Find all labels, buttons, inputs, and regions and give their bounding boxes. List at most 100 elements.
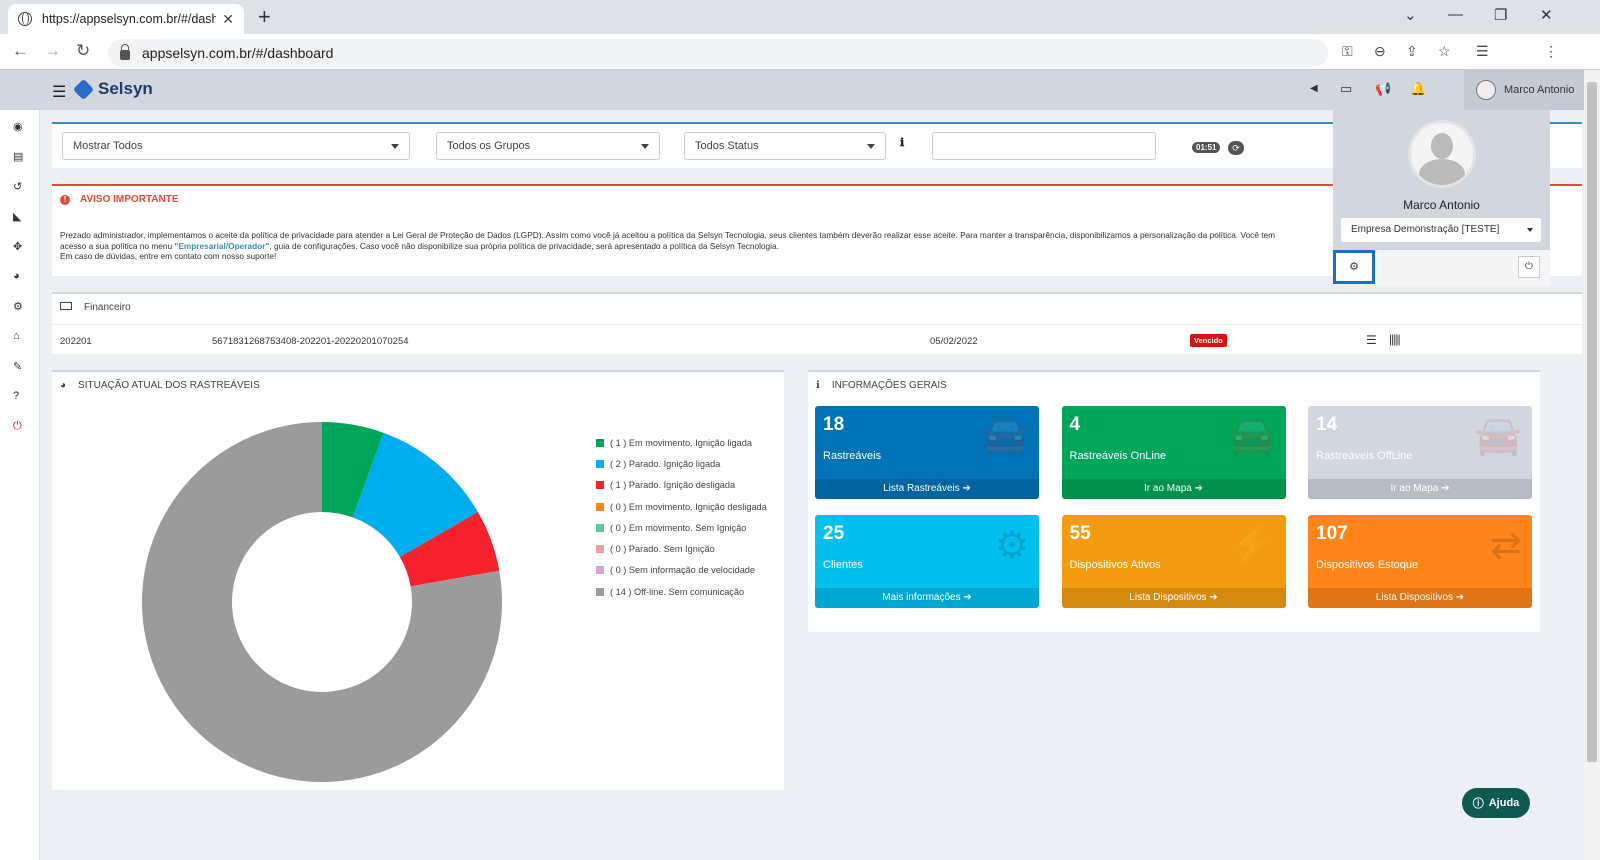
card-footer-link[interactable]: Lista Dispositivos ➔ — [1308, 588, 1532, 608]
search-input[interactable] — [932, 132, 1156, 160]
refresh-icon[interactable]: ⟳ — [1228, 141, 1244, 155]
reading-list-icon[interactable]: ☰ — [1476, 43, 1489, 59]
crosshair-icon[interactable]: ✥ — [13, 241, 23, 253]
minimize-button[interactable]: — — [1448, 6, 1463, 23]
card-footer-link[interactable]: Lista Dispositivos ➔ — [1061, 588, 1286, 608]
menu-dots-icon[interactable]: ⋮ — [1544, 43, 1558, 59]
power-icon[interactable]: ⏻ — [13, 420, 22, 432]
pie-chart-icon[interactable]: ◕ — [13, 270, 20, 282]
financial-title: Financeiro — [84, 302, 131, 313]
history-icon[interactable]: ↺ — [13, 181, 23, 193]
close-tab-icon[interactable]: ✕ — [222, 10, 234, 27]
bell-icon[interactable]: 🔔 — [1410, 81, 1427, 96]
list-icon[interactable]: ☰ — [1366, 333, 1377, 347]
notice-menu-link[interactable]: "Empresarial/Operador" — [174, 240, 270, 251]
legend-item[interactable]: ( 14 ) Off-line. Sem comunicação — [596, 581, 767, 602]
brand-logo[interactable]: Selsyn — [72, 78, 153, 100]
legend-item[interactable]: ( 0 ) Parado. Sem Ignição — [596, 538, 767, 559]
map-icon[interactable]: ▤ — [13, 151, 24, 163]
legend-item[interactable]: ( 1 ) Em movimento. Ignição ligada — [596, 432, 767, 453]
info-box: ℹ INFORMAÇÕES GERAIS 🚘 18 Rastreáveis Lista … — [808, 370, 1540, 632]
back-button[interactable]: ← — [12, 41, 29, 60]
new-tab-button[interactable]: + — [258, 4, 271, 29]
key-icon[interactable]: ⚿ — [1342, 43, 1353, 59]
megaphone-icon[interactable]: 📢 — [1375, 81, 1392, 96]
user-menu-button[interactable]: Marco Antonio — [1464, 70, 1584, 110]
wrench-icon[interactable]: ✎ — [13, 361, 23, 373]
url-field[interactable]: appselsyn.com.br/#/dashboard — [108, 39, 1328, 67]
legend-item[interactable]: ( 1 ) Parado. Ignição desligada — [596, 475, 767, 496]
notice-line2-post: , guia de configurações. Caso você não d… — [269, 240, 779, 251]
dropdown-user-name: Marco Antonio — [1403, 198, 1480, 212]
dropdown-footer: ⚙ ⏻ — [1333, 250, 1550, 286]
bullhorn-icon[interactable]: ◣ — [13, 211, 22, 223]
filter-bar: Mostrar Todos Todos os Grupos Todos Stat… — [52, 122, 1582, 168]
legend-item[interactable]: ( 0 ) Em movimento. Ignição desligada — [596, 496, 767, 517]
financial-header: Financeiro — [60, 302, 131, 313]
share-icon[interactable]: ⇪ — [1406, 43, 1418, 59]
card-footer-link[interactable]: Ir ao Mapa ➔ — [1308, 479, 1532, 499]
settings-button[interactable]: ⚙ — [1333, 250, 1375, 284]
legend-item[interactable]: ( 0 ) Sem informação de velocidade — [596, 560, 767, 581]
status-select[interactable]: Todos Status — [684, 132, 886, 160]
donut-slice[interactable] — [352, 432, 478, 557]
legend-label: ( 14 ) Off-line. Sem comunicação — [610, 586, 745, 597]
card-footer-link[interactable]: Lista Rastreáveis ➔ — [815, 479, 1039, 499]
card-footer-link[interactable]: Mais informações ➔ — [815, 588, 1039, 608]
info-card: ⇄ 107 Dispositivos Estoque Lista Dispositiv… — [1308, 515, 1532, 608]
show-select[interactable]: Mostrar Todos — [62, 132, 410, 160]
info-card: 🚘 14 Rastreáveis OffLine Ir ao Mapa ➔ — [1308, 406, 1532, 499]
legend-swatch — [596, 545, 604, 554]
forward-button[interactable]: → — [44, 41, 61, 60]
legend-swatch — [596, 502, 604, 511]
monitor-icon[interactable]: ▭ — [1340, 81, 1353, 96]
legend-label: ( 0 ) Em movimento. Ignição desligada — [610, 501, 767, 512]
main-content: Mostrar Todos Todos os Grupos Todos Stat… — [40, 110, 1584, 860]
info-icon[interactable]: ℹ — [900, 137, 905, 149]
chart-legend: ( 1 ) Em movimento. Ignição ligada ( 2 ) … — [596, 432, 767, 602]
logout-button[interactable]: ⏻ — [1518, 256, 1540, 278]
scrollbar-thumb[interactable] — [1587, 82, 1597, 762]
dashboard-icon[interactable]: ◉ — [13, 121, 23, 133]
help-button[interactable]: ⓘ Ajuda — [1462, 788, 1530, 818]
zoom-icon[interactable]: ⊖ — [1374, 43, 1386, 59]
legend-item[interactable]: ( 0 ) Em movimento. Sem Ignição — [596, 517, 767, 538]
card-label: Clientes — [823, 559, 863, 571]
hamburger-icon[interactable]: ☰ — [52, 84, 67, 101]
legend-swatch — [596, 481, 604, 490]
groups-select[interactable]: Todos os Grupos — [436, 132, 660, 160]
maximize-button[interactable]: ❐ — [1494, 7, 1508, 24]
scrollbar[interactable] — [1584, 70, 1600, 860]
caret-left-icon[interactable]: ◀ — [1310, 83, 1318, 94]
tab-search-icon[interactable]: ⌄ — [1404, 7, 1417, 24]
card-number: 18 — [823, 414, 845, 435]
donut-slice[interactable] — [322, 422, 384, 518]
globe-icon — [18, 12, 32, 26]
reload-button[interactable]: ↻ — [76, 41, 91, 60]
info-card: ⚙ 25 Clientes Mais informações ➔ — [815, 515, 1039, 608]
barcode-icon[interactable]: ||||| — [1389, 332, 1401, 346]
notice-line3: Em caso de dúvidas, entre em contato com… — [60, 251, 277, 261]
donut-slice[interactable] — [142, 422, 502, 782]
browser-tab[interactable]: https://appselsyn.com.br/#/dashl ✕ — [8, 4, 244, 34]
retweet-icon: ⇄ — [1490, 525, 1522, 567]
star-icon[interactable]: ☆ — [1438, 43, 1451, 59]
card-number: 25 — [823, 523, 845, 544]
financial-due-date: 05/02/2022 — [930, 336, 978, 347]
bank-icon[interactable]: ⌂ — [13, 330, 20, 342]
info-title: INFORMAÇÕES GERAIS — [831, 380, 947, 391]
app-header: ☰ Selsyn ◀ ▭ 📢 🔔 Marco Antonio — [0, 70, 1584, 110]
car-icon: 🚘 — [981, 415, 1029, 457]
company-select[interactable]: Empresa Demonstração [TESTE] — [1341, 218, 1541, 242]
info-icon: ℹ — [816, 380, 820, 391]
user-dropdown: Marco Antonio Empresa Demonstração [TEST… — [1333, 110, 1550, 286]
close-window-button[interactable]: ✕ — [1540, 7, 1553, 24]
chart-title: SITUAÇÃO ATUAL DOS RASTREÁVEIS — [78, 380, 260, 391]
url-text: appselsyn.com.br/#/dashboard — [142, 45, 334, 61]
help-icon[interactable]: ? — [13, 390, 20, 402]
legend-item[interactable]: ( 2 ) Parado. Ignição ligada — [596, 453, 767, 474]
donut-slice[interactable] — [399, 512, 500, 587]
cogs-icon[interactable]: ⚙ — [13, 301, 23, 313]
plug-icon: ⚡ — [1228, 524, 1276, 566]
card-footer-link[interactable]: Ir ao Mapa ➔ — [1061, 479, 1286, 499]
